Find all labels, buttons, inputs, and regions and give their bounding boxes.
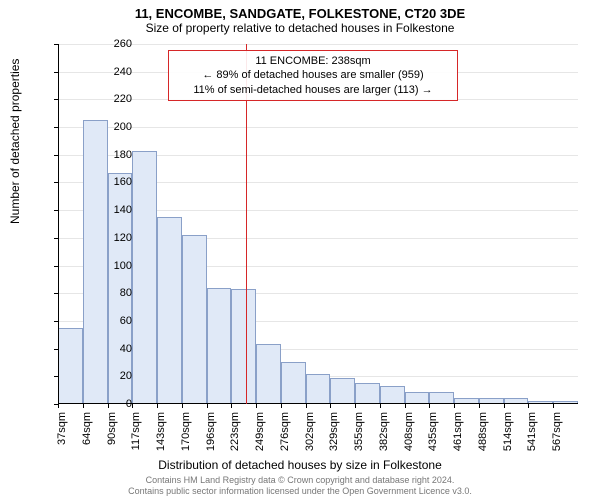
x-tick-mark bbox=[281, 404, 282, 408]
x-tick-mark bbox=[553, 404, 554, 408]
histogram-bar bbox=[330, 378, 355, 404]
histogram-bar bbox=[157, 217, 182, 404]
histogram-bar bbox=[355, 383, 380, 404]
y-tick-mark bbox=[54, 44, 58, 45]
x-tick-mark bbox=[58, 404, 59, 408]
title-main: 11, ENCOMBE, SANDGATE, FOLKESTONE, CT20 … bbox=[0, 0, 600, 21]
y-tick-label: 120 bbox=[62, 232, 132, 244]
footer-line-1: Contains HM Land Registry data © Crown c… bbox=[0, 475, 600, 486]
y-axis-line bbox=[58, 44, 59, 404]
chart-area: 11 ENCOMBE: 238sqm ← 89% of detached hou… bbox=[58, 44, 578, 404]
y-tick-mark bbox=[54, 99, 58, 100]
y-axis-label: Number of detached properties bbox=[8, 59, 22, 224]
y-tick-label: 0 bbox=[62, 398, 132, 410]
annotation-line-1: 11 ENCOMBE: 238sqm bbox=[175, 54, 451, 68]
x-tick-mark bbox=[182, 404, 183, 408]
histogram-bar bbox=[281, 362, 306, 404]
y-tick-label: 180 bbox=[62, 149, 132, 161]
histogram-bar bbox=[306, 374, 331, 404]
y-tick-label: 160 bbox=[62, 176, 132, 188]
y-tick-label: 140 bbox=[62, 204, 132, 216]
annotation-line-3: 11% of semi-detached houses are larger (… bbox=[175, 83, 451, 97]
x-tick-mark bbox=[528, 404, 529, 408]
x-tick-mark bbox=[207, 404, 208, 408]
x-tick-mark bbox=[355, 404, 356, 408]
y-tick-label: 100 bbox=[62, 260, 132, 272]
histogram-bar bbox=[132, 151, 157, 404]
annotation-box: 11 ENCOMBE: 238sqm ← 89% of detached hou… bbox=[168, 50, 458, 101]
histogram-bar bbox=[380, 386, 405, 404]
x-tick-mark bbox=[132, 404, 133, 408]
y-tick-label: 240 bbox=[62, 66, 132, 78]
y-tick-mark bbox=[54, 349, 58, 350]
x-tick-mark bbox=[380, 404, 381, 408]
x-tick-mark bbox=[479, 404, 480, 408]
y-tick-label: 260 bbox=[62, 38, 132, 50]
y-tick-mark bbox=[54, 72, 58, 73]
x-tick-mark bbox=[231, 404, 232, 408]
y-tick-mark bbox=[54, 321, 58, 322]
x-tick-mark bbox=[256, 404, 257, 408]
histogram-bar bbox=[182, 235, 207, 404]
y-tick-mark bbox=[54, 266, 58, 267]
histogram-bar bbox=[58, 328, 83, 404]
x-tick-mark bbox=[504, 404, 505, 408]
y-tick-label: 80 bbox=[62, 287, 132, 299]
y-tick-mark bbox=[54, 210, 58, 211]
title-sub: Size of property relative to detached ho… bbox=[0, 21, 600, 37]
histogram-bar bbox=[231, 289, 256, 404]
x-tick-mark bbox=[306, 404, 307, 408]
footer-line-2: Contains public sector information licen… bbox=[0, 486, 600, 497]
y-tick-label: 40 bbox=[62, 343, 132, 355]
histogram-bar bbox=[207, 288, 232, 404]
y-tick-mark bbox=[54, 182, 58, 183]
y-tick-mark bbox=[54, 155, 58, 156]
y-tick-mark bbox=[54, 376, 58, 377]
y-tick-label: 20 bbox=[62, 370, 132, 382]
y-tick-mark bbox=[54, 293, 58, 294]
x-tick-mark bbox=[454, 404, 455, 408]
y-tick-label: 220 bbox=[62, 93, 132, 105]
x-tick-mark bbox=[157, 404, 158, 408]
y-tick-label: 60 bbox=[62, 315, 132, 327]
y-tick-mark bbox=[54, 127, 58, 128]
histogram-bar bbox=[256, 344, 281, 404]
plot-region: 11 ENCOMBE: 238sqm ← 89% of detached hou… bbox=[58, 44, 578, 404]
x-axis-label: Distribution of detached houses by size … bbox=[0, 458, 600, 472]
footer-attribution: Contains HM Land Registry data © Crown c… bbox=[0, 475, 600, 497]
y-tick-mark bbox=[54, 238, 58, 239]
y-tick-label: 200 bbox=[62, 121, 132, 133]
x-tick-mark bbox=[330, 404, 331, 408]
x-tick-mark bbox=[429, 404, 430, 408]
annotation-line-2: ← 89% of detached houses are smaller (95… bbox=[175, 68, 451, 82]
x-tick-mark bbox=[405, 404, 406, 408]
x-axis-line bbox=[58, 403, 578, 404]
